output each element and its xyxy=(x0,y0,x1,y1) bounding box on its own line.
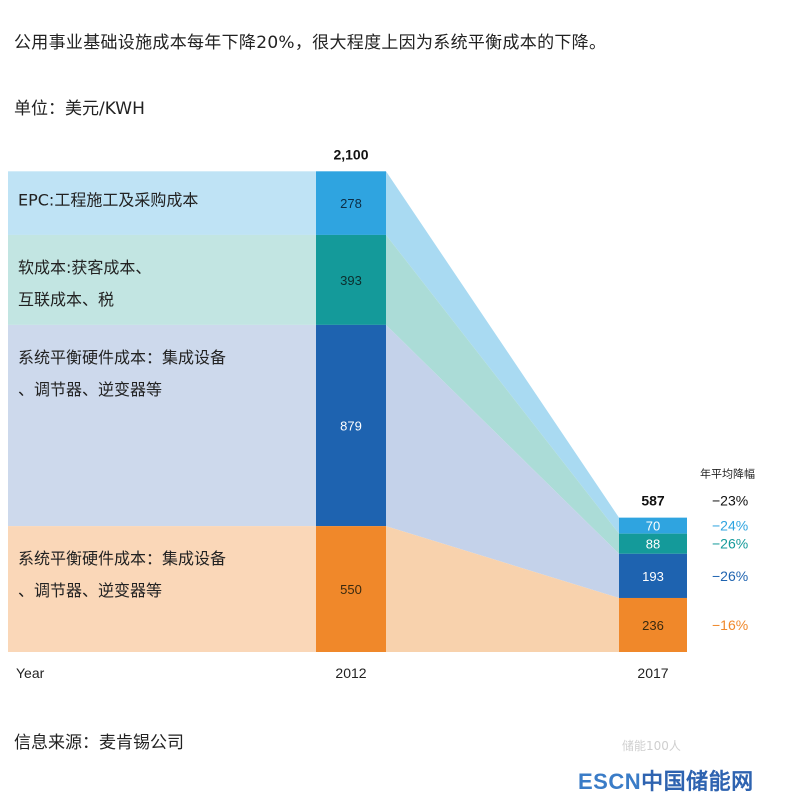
flow-connector-2 xyxy=(386,234,619,554)
bar-2012-seg-1 xyxy=(316,171,386,235)
category-band-1 xyxy=(8,171,316,235)
category-bands xyxy=(8,171,316,652)
decline-rate-header: 年平均降幅 xyxy=(700,467,755,481)
category-band-4 xyxy=(8,526,316,652)
flow-connector-1 xyxy=(386,171,619,534)
stacked-bars xyxy=(316,171,687,652)
bar-2017-seg-3 xyxy=(619,553,687,598)
x-tick-2017: 2017 xyxy=(637,665,668,681)
category-label-4-line-1: 系统平衡硬件成本：集成设备 xyxy=(18,549,226,568)
x-axis-label: Year xyxy=(16,665,45,681)
category-label-3-line-1: 系统平衡硬件成本：集成设备 xyxy=(18,348,226,367)
x-axis: Year 2012 2017 xyxy=(16,665,669,681)
annual-decline-rates: −24% −26% −26% −16% 年平均降幅 −23% xyxy=(700,467,755,633)
flow-connector-3 xyxy=(386,324,619,598)
decline-rate-2: −26% xyxy=(712,536,748,552)
decline-rate-total: −23% xyxy=(712,493,748,509)
bar-2012-seg-3 xyxy=(316,324,386,527)
x-tick-2012: 2012 xyxy=(335,665,366,681)
bar-2017-seg-2 xyxy=(619,533,687,554)
category-label-2-line-1: 软成本:获客成本、 xyxy=(18,258,151,277)
bar-2017-seg-1 xyxy=(619,517,687,534)
flow-connectors xyxy=(386,171,619,652)
unit-label: 单位：美元/KWH xyxy=(14,99,145,119)
category-band-3 xyxy=(8,324,316,527)
flow-connector-4 xyxy=(386,526,619,652)
bar-2012-seg-2 xyxy=(316,234,386,325)
value-label-2012-1: 278 xyxy=(340,196,362,211)
logo-part1: ESCN xyxy=(578,769,642,794)
decline-rate-3: −26% xyxy=(712,568,748,584)
value-label-2012-4: 550 xyxy=(340,582,362,597)
category-labels: EPC:工程施工及采购成本软成本:获客成本、互联成本、税系统平衡硬件成本：集成设… xyxy=(18,190,226,600)
category-band-2 xyxy=(8,234,316,325)
total-2017: 587 xyxy=(641,493,665,509)
value-label-2012-3: 879 xyxy=(340,419,362,434)
value-label-2017-3: 193 xyxy=(642,569,664,584)
bar-2012-seg-4 xyxy=(316,526,386,652)
category-label-4-line-2: 、调节器、逆变器等 xyxy=(18,581,162,600)
total-2012: 2,100 xyxy=(333,146,368,162)
value-label-2017-1: 70 xyxy=(646,519,660,534)
source-note: 信息来源：麦肯锡公司 xyxy=(14,733,184,753)
value-label-2012-2: 393 xyxy=(340,273,362,288)
decline-rate-1: −24% xyxy=(712,518,748,534)
value-label-2017-4: 236 xyxy=(642,618,664,633)
category-label-3-line-2: 、调节器、逆变器等 xyxy=(18,380,162,399)
data-labels: 278 70 393 88 879 193 550 236 2,100 587 xyxy=(333,146,664,633)
chart-headline: 公用事业基础设施成本每年下降20%，很大程度上因为系统平衡成本的下降。 xyxy=(14,33,607,53)
value-label-2017-2: 88 xyxy=(646,537,660,552)
escn-logo: ESCN中国储能网 xyxy=(578,764,754,796)
category-label-2-line-2: 互联成本、税 xyxy=(18,290,114,309)
decline-rate-4: −16% xyxy=(712,617,748,633)
logo-part2: 中国储能网 xyxy=(641,769,754,794)
wechat-tag: 储能100人 xyxy=(622,739,681,753)
category-label-1-line-1: EPC:工程施工及采购成本 xyxy=(18,190,198,209)
bar-2017-seg-4 xyxy=(619,597,687,652)
